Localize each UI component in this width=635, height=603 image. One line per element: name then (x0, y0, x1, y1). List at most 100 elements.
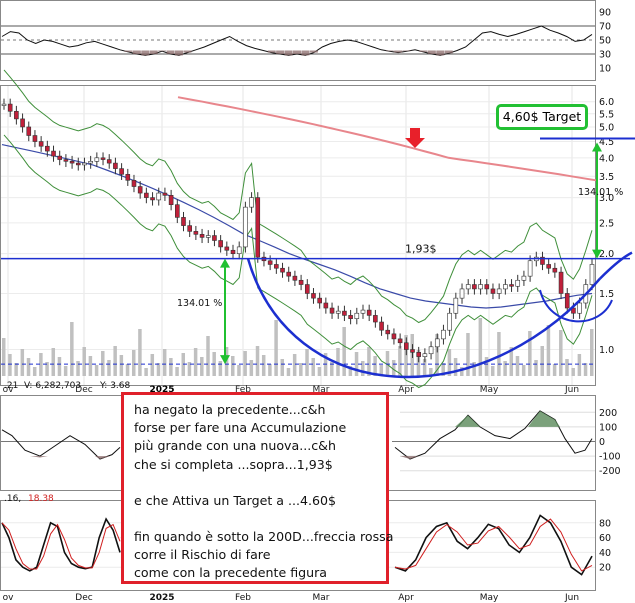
percent-label-right: 134.01 % (578, 187, 623, 198)
volume-bar (20, 349, 25, 376)
cci-negative-fill (30, 456, 48, 458)
candle (32, 135, 38, 142)
candle (212, 235, 217, 241)
rsi-oversold-fill (394, 50, 403, 53)
volume-bar (447, 349, 452, 376)
candle (156, 192, 162, 201)
candle (298, 279, 304, 285)
candle (478, 284, 483, 290)
candle (465, 284, 471, 290)
rsi-oversold-fill (158, 50, 167, 52)
cci-tick-label: 100 (599, 422, 617, 433)
price-tick-label: 1.0 (599, 345, 614, 356)
volume-bar (206, 336, 210, 376)
candle (69, 161, 75, 164)
cup-rim (599, 251, 633, 280)
candle (218, 240, 223, 248)
candle (38, 141, 44, 147)
volume-bar (274, 320, 278, 376)
note-line: fin quando è sotto la 200D...freccia ros… (134, 529, 394, 545)
sma200-line (177, 96, 597, 182)
x-tick-label: ov (3, 385, 15, 395)
rsi-oversold-fill (183, 50, 192, 53)
volume-readout-a: .21 (4, 381, 18, 391)
volume-bar (528, 331, 532, 376)
volume-bar (422, 359, 427, 376)
rsi-oversold-fill (385, 50, 394, 52)
candle (63, 159, 69, 162)
volume-bar (169, 358, 173, 376)
volume-bar (453, 358, 458, 376)
candle (199, 234, 205, 238)
stoch-readout-b: 18.38 (28, 494, 54, 504)
volume-bar (391, 360, 396, 376)
volume-bar (119, 355, 124, 376)
volume-readout-v: V: 6,282,703 (24, 381, 81, 391)
volume-readout-y: Y: 3.68 (99, 381, 131, 391)
candle (119, 168, 124, 175)
rsi-oversold-fill (402, 50, 411, 52)
volume-bar (255, 346, 260, 376)
cci-tick-label: -200 (599, 466, 621, 477)
candle (267, 260, 273, 265)
candle (434, 338, 440, 348)
volume-bar (398, 346, 402, 376)
annotation-note: ha negato la precedente...c&h forse per f… (121, 392, 394, 584)
candle (243, 206, 248, 248)
volume-bar (385, 351, 390, 376)
candle (224, 246, 230, 251)
stoch-tick-label: 80 (599, 518, 611, 529)
volume-bar (187, 362, 192, 376)
volume-bar (466, 333, 470, 376)
x-tick-label: Jun (564, 385, 579, 395)
candle (521, 275, 527, 281)
x-tick-label: May (480, 385, 499, 395)
target-label: 4,60$ Target (502, 109, 582, 124)
volume-bar (113, 346, 117, 376)
volume-bar (249, 360, 254, 376)
volume-bar (218, 361, 223, 376)
candle (45, 145, 50, 152)
volume-bar (317, 367, 322, 376)
red-down-arrow (405, 128, 425, 148)
sma50-line (1, 144, 593, 309)
note-line (134, 474, 376, 492)
candle (94, 157, 100, 162)
volume-bar (571, 368, 575, 376)
candle (57, 155, 63, 160)
x-tick-label: 2025 (149, 385, 174, 395)
volume-bar (497, 332, 501, 376)
volume-bar (478, 318, 483, 376)
candle (286, 271, 292, 277)
volume-bar (32, 367, 37, 376)
candle (187, 225, 192, 232)
candle (373, 315, 378, 323)
cci-positive-fill (528, 410, 560, 427)
volume-bar (26, 358, 31, 376)
x-tick-label: Feb (235, 385, 251, 395)
rsi-oversold-fill (267, 50, 276, 53)
volume-bar (342, 327, 346, 376)
candle (428, 346, 434, 355)
volume-bar (280, 359, 285, 376)
candle (441, 329, 446, 340)
candle (168, 195, 174, 205)
candle (88, 161, 93, 164)
volume-bar (224, 347, 229, 376)
rsi-oversold-fill (124, 50, 133, 52)
cci-line-right (394, 410, 593, 460)
rsi-tick-label: 70 (599, 22, 611, 33)
x-tick-label-bottom: Feb (235, 593, 251, 603)
candle (292, 275, 298, 281)
stoch-tick-label: 40 (599, 548, 611, 559)
volume-bar (45, 362, 49, 376)
x-tick-label-bottom: May (480, 593, 499, 603)
rsi-tick-label: 10 (599, 64, 611, 75)
percent-arrow-right-head-up (592, 142, 602, 152)
volume-bar (540, 346, 544, 376)
price-tick-label: 3.0 (599, 193, 614, 204)
candle (342, 310, 347, 316)
volume-bar (336, 348, 340, 376)
candle (125, 174, 131, 181)
candle (589, 264, 595, 285)
